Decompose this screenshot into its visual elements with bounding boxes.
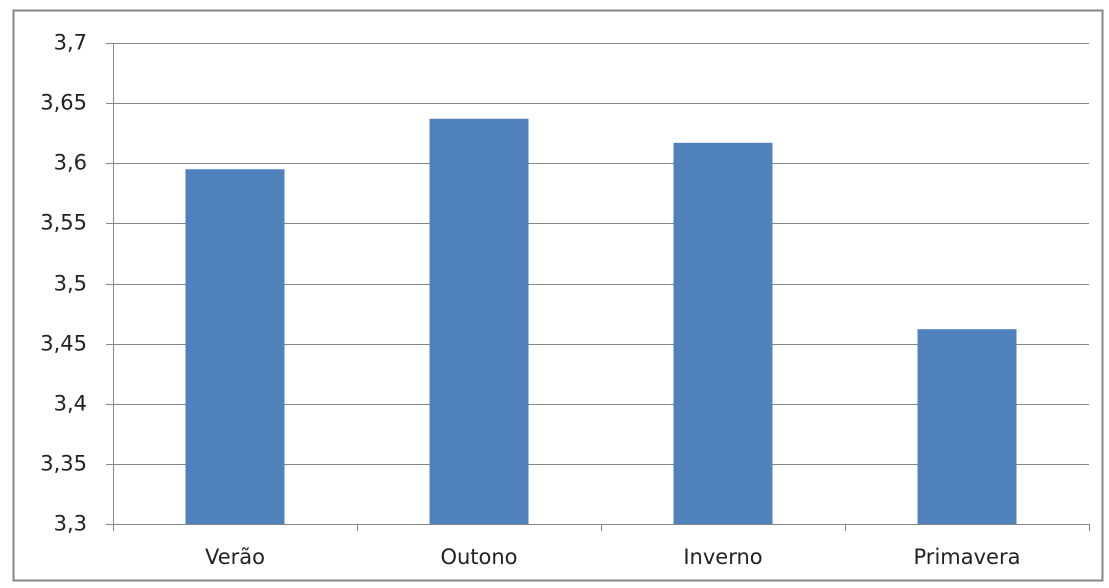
y-tick-label-8: 3,7 bbox=[54, 31, 87, 55]
y-tick-label-6: 3,6 bbox=[54, 151, 87, 175]
x-tick-label-3: Primavera bbox=[914, 545, 1021, 569]
bar-2 bbox=[673, 142, 773, 524]
axes bbox=[106, 43, 1090, 531]
bar-1 bbox=[429, 118, 529, 524]
y-tick-label-5: 3,55 bbox=[40, 211, 87, 235]
x-tick-label-1: Outono bbox=[440, 545, 517, 569]
y-tick-label-3: 3,45 bbox=[40, 332, 87, 356]
y-tick-label-0: 3,3 bbox=[54, 512, 87, 536]
y-tick-label-7: 3,65 bbox=[40, 91, 87, 115]
x-axis-tick-labels: Verão Outono Inverno Primavera bbox=[205, 545, 1020, 569]
bar-0 bbox=[185, 169, 285, 524]
x-tick-label-0: Verão bbox=[205, 545, 265, 569]
y-tick-label-2: 3,4 bbox=[54, 392, 87, 416]
y-axis-tick-labels: 3,3 3,35 3,4 3,45 3,5 3,55 3,6 3,65 3,7 bbox=[40, 31, 87, 536]
y-tick-label-1: 3,35 bbox=[40, 452, 87, 476]
y-tick-label-4: 3,5 bbox=[54, 272, 87, 296]
x-tick-label-2: Inverno bbox=[683, 545, 762, 569]
bar-3 bbox=[917, 329, 1017, 524]
bars bbox=[185, 118, 1017, 524]
